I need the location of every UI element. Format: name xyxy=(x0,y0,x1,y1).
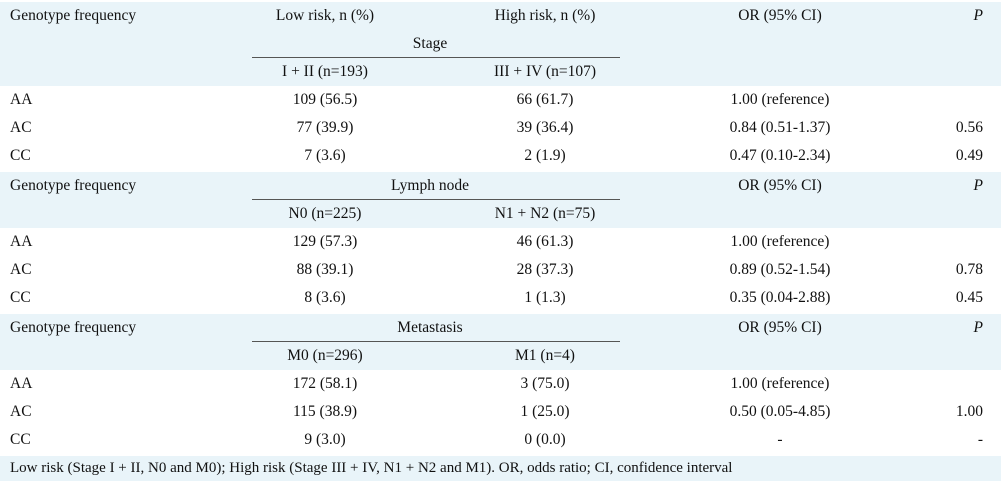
genotype-cell: CC xyxy=(10,147,31,164)
p-cell xyxy=(900,228,983,256)
genotype-cell: CC xyxy=(10,289,31,306)
high-risk-cell: 0 (0.0) xyxy=(524,431,566,448)
lymph-node-group-label: Lymph node xyxy=(391,177,469,194)
p-cell: 0.45 xyxy=(955,289,983,306)
or-cell: 1.00 (reference) xyxy=(730,233,830,250)
high-risk-cell: 2 (1.9) xyxy=(524,147,566,164)
low-risk-cell: 129 (57.3) xyxy=(292,233,358,250)
genotype-cell: AC xyxy=(10,119,32,136)
section-stage-header-row: Genotype frequency Low risk, n (%) High … xyxy=(0,2,1001,30)
low-risk-cell: 8 (3.6) xyxy=(304,289,346,306)
section-stage-sub-row: I + II (n=193) III + IV (n=107) xyxy=(0,58,1001,86)
table-footnote: Low risk (Stage I + II, N0 and M0); High… xyxy=(10,460,733,476)
high-risk-cell: 1 (25.0) xyxy=(520,403,570,420)
or-cell: 0.47 (0.10-2.34) xyxy=(729,147,831,164)
or-heading: OR (95% CI) xyxy=(738,319,822,336)
p-cell: 0.49 xyxy=(955,147,983,164)
table-row: CC 7 (3.6) 2 (1.9) 0.47 (0.10-2.34) 0.49 xyxy=(0,142,1001,170)
table-row: AA 172 (58.1) 3 (75.0) 1.00 (reference) xyxy=(0,370,1001,398)
high-risk-cell: 66 (61.7) xyxy=(516,91,574,108)
p-heading: P xyxy=(973,7,983,24)
section-metastasis-sub-row: M0 (n=296) M1 (n=4) xyxy=(0,342,1001,370)
table-footnote-row: Low risk (Stage I + II, N0 and M0); High… xyxy=(0,456,1001,481)
high-risk-cell: 3 (75.0) xyxy=(520,375,570,392)
or-heading: OR (95% CI) xyxy=(738,7,822,24)
high-risk-cell: 46 (61.3) xyxy=(516,233,574,250)
high-risk-heading: High risk, n (%) xyxy=(494,7,596,24)
table-row: CC 9 (3.0) 0 (0.0) - - xyxy=(0,426,1001,454)
lymph-node-group-rule xyxy=(252,199,620,200)
section-stage-group-row: Stage xyxy=(0,30,1001,58)
p-cell: 0.56 xyxy=(955,119,983,136)
low-risk-cell: 172 (58.1) xyxy=(292,375,358,392)
metastasis-high-subheading: M1 (n=4) xyxy=(515,347,575,364)
genotype-cell: CC xyxy=(10,431,31,448)
metastasis-group-label: Metastasis xyxy=(397,319,463,336)
genotype-frequency-heading: Genotype frequency xyxy=(10,177,137,194)
p-cell: 1.00 xyxy=(955,403,983,420)
high-risk-cell: 39 (36.4) xyxy=(516,119,574,136)
section-metastasis-header-row: Genotype frequency Metastasis OR (95% CI… xyxy=(0,314,1001,342)
section-lymph-header-row: Genotype frequency Lymph node OR (95% CI… xyxy=(0,172,1001,200)
low-risk-cell: 7 (3.6) xyxy=(304,147,346,164)
metastasis-low-subheading: M0 (n=296) xyxy=(287,347,363,364)
genotype-cell: AC xyxy=(10,403,32,420)
stage-low-subheading: I + II (n=193) xyxy=(282,63,368,80)
or-cell: 0.84 (0.51-1.37) xyxy=(729,119,831,136)
p-cell xyxy=(900,86,983,114)
low-risk-cell: 88 (39.1) xyxy=(296,261,354,278)
or-cell: 1.00 (reference) xyxy=(730,375,830,392)
genotype-cell: AA xyxy=(10,91,33,108)
low-risk-cell: 115 (38.9) xyxy=(293,403,357,420)
or-cell: 0.50 (0.05-4.85) xyxy=(729,403,831,420)
p-heading: P xyxy=(973,319,983,336)
high-risk-cell: 1 (1.3) xyxy=(524,289,566,306)
or-cell: 0.35 (0.04-2.88) xyxy=(729,289,831,306)
stage-high-subheading: III + IV (n=107) xyxy=(494,63,596,80)
metastasis-group-rule xyxy=(252,341,620,342)
genotype-cell: AA xyxy=(10,375,33,392)
genotype-cell: AC xyxy=(10,261,32,278)
or-heading: OR (95% CI) xyxy=(738,177,822,194)
or-cell: 1.00 (reference) xyxy=(730,91,830,108)
genotype-frequency-heading: Genotype frequency xyxy=(10,319,137,336)
or-cell: - xyxy=(777,431,783,448)
table-row: CC 8 (3.6) 1 (1.3) 0.35 (0.04-2.88) 0.45 xyxy=(0,284,1001,312)
genotype-cell: AA xyxy=(10,233,33,250)
p-cell: - xyxy=(977,431,983,448)
table-row: AC 115 (38.9) 1 (25.0) 0.50 (0.05-4.85) … xyxy=(0,398,1001,426)
genotype-frequency-heading: Genotype frequency xyxy=(10,7,137,24)
p-cell: 0.78 xyxy=(955,261,983,278)
p-heading: P xyxy=(973,177,983,194)
p-cell xyxy=(900,370,983,398)
low-risk-cell: 109 (56.5) xyxy=(292,91,358,108)
section-lymph-sub-row: N0 (n=225) N1 + N2 (n=75) xyxy=(0,200,1001,228)
table-row: AC 77 (39.9) 39 (36.4) 0.84 (0.51-1.37) … xyxy=(0,114,1001,142)
table-row: AA 129 (57.3) 46 (61.3) 1.00 (reference) xyxy=(0,228,1001,256)
table-row: AA 109 (56.5) 66 (61.7) 1.00 (reference) xyxy=(0,86,1001,114)
table-row: AC 88 (39.1) 28 (37.3) 0.89 (0.52-1.54) … xyxy=(0,256,1001,284)
low-risk-cell: 77 (39.9) xyxy=(296,119,354,136)
high-risk-cell: 28 (37.3) xyxy=(516,261,574,278)
low-risk-heading: Low risk, n (%) xyxy=(275,7,375,24)
lymph-low-subheading: N0 (n=225) xyxy=(288,205,362,222)
or-cell: 0.89 (0.52-1.54) xyxy=(729,261,831,278)
stage-group-rule xyxy=(252,57,620,58)
stage-group-label: Stage xyxy=(412,35,448,52)
low-risk-cell: 9 (3.0) xyxy=(304,431,346,448)
lymph-high-subheading: N1 + N2 (n=75) xyxy=(494,205,596,222)
